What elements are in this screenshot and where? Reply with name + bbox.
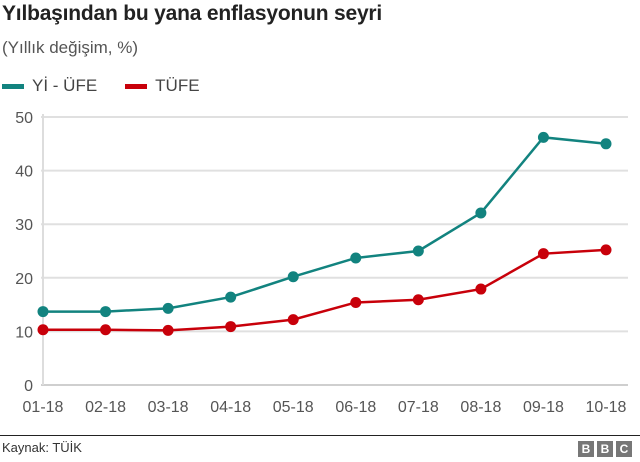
data-point <box>475 207 487 219</box>
series-line <box>43 136 607 313</box>
legend-label: TÜFE <box>155 76 200 95</box>
data-point <box>100 324 112 336</box>
data-point <box>287 314 299 326</box>
x-tick-label: 05-18 <box>273 399 314 416</box>
data-point <box>162 324 174 336</box>
data-point <box>600 244 612 256</box>
data-point <box>537 131 549 143</box>
data-point <box>37 306 49 318</box>
data-point <box>100 306 112 318</box>
legend-item-tufe: TÜFE <box>125 76 200 96</box>
y-tick-label: 30 <box>15 217 33 234</box>
x-tick-label: 02-18 <box>85 399 126 416</box>
bbc-logo-letter: B <box>578 441 594 457</box>
line-chart: 0 10 20 30 40 50 01-18 02-18 03-18 04-18 05-18 06-1… <box>15 110 628 416</box>
y-tick-label: 0 <box>24 378 33 395</box>
data-point <box>37 324 49 336</box>
legend-label: Yİ - ÜFE <box>32 76 98 95</box>
legend-swatch-teal-icon <box>2 83 24 89</box>
x-tick-label: 04-18 <box>210 399 251 416</box>
footer-divider <box>0 435 640 436</box>
legend-item-yi-ufe: Yİ - ÜFE <box>2 76 97 96</box>
y-tick-label: 50 <box>15 110 33 127</box>
x-tick-label: 09-18 <box>523 399 564 416</box>
chart-title: Yılbaşından bu yana enflasyonun seyri <box>2 2 383 25</box>
bbc-logo: B B C <box>575 441 632 457</box>
source-text: Kaynak: TÜİK <box>2 440 82 455</box>
data-point <box>350 252 362 264</box>
bbc-logo-letter: C <box>616 441 632 457</box>
y-tick-label: 10 <box>15 324 33 341</box>
x-tick-label: 01-18 <box>23 399 64 416</box>
data-point <box>475 283 487 295</box>
data-point <box>537 248 549 260</box>
series-line <box>43 248 607 332</box>
x-tick-label: 08-18 <box>460 399 501 416</box>
data-point <box>287 271 299 283</box>
x-tick-label: 07-18 <box>398 399 439 416</box>
legend: Yİ - ÜFE TÜFE <box>2 76 228 96</box>
y-tick-label: 20 <box>15 271 33 288</box>
data-point <box>412 294 424 306</box>
chart-subtitle: (Yıllık değişim, %) <box>2 38 139 57</box>
x-tick-label: 06-18 <box>335 399 376 416</box>
x-tick-label: 03-18 <box>148 399 189 416</box>
data-point <box>225 291 237 303</box>
data-point <box>350 296 362 308</box>
data-point <box>225 321 237 333</box>
legend-swatch-red-icon <box>125 83 148 89</box>
y-tick-label: 40 <box>15 164 33 181</box>
bbc-logo-letter: B <box>597 441 613 457</box>
data-point <box>412 245 424 257</box>
data-point <box>162 302 174 314</box>
data-point <box>600 138 612 150</box>
x-tick-label: 10-18 <box>586 399 627 416</box>
